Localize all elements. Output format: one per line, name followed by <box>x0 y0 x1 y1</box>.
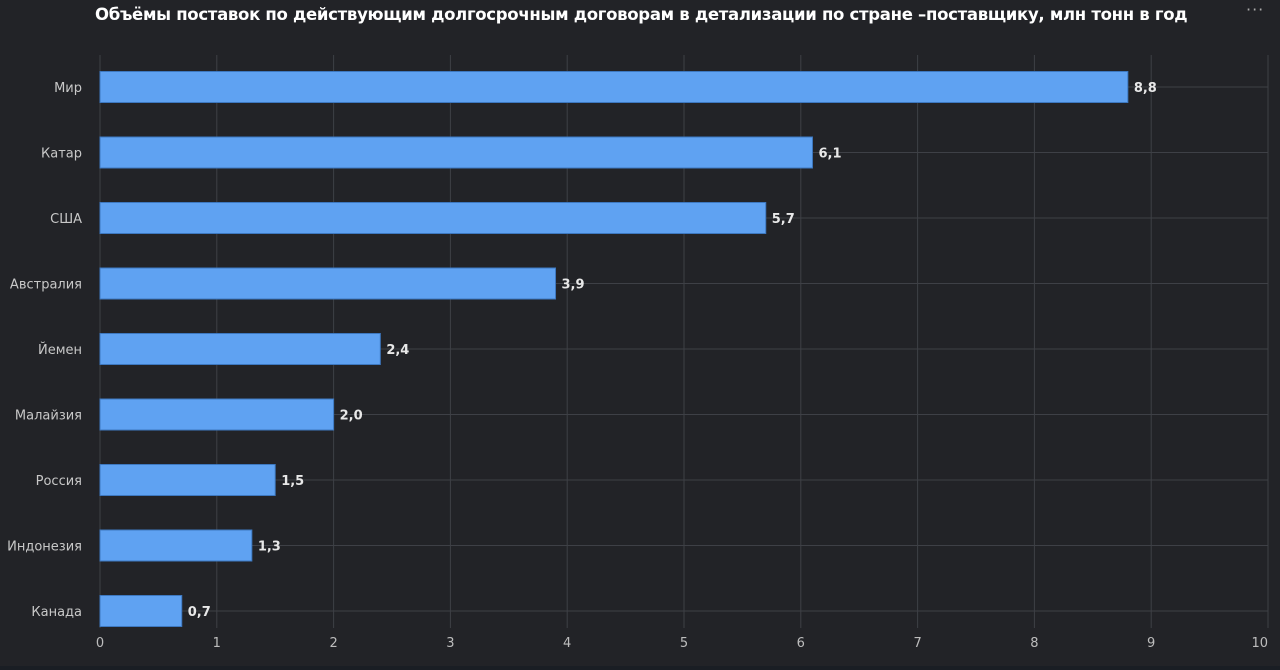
bar <box>99 464 276 496</box>
category-label: Канада <box>31 605 82 620</box>
category-label: Россия <box>36 474 82 489</box>
data-label: 3,9 <box>562 278 585 293</box>
bar <box>99 529 253 562</box>
x-tick-label: 0 <box>96 636 104 651</box>
x-tick-label: 3 <box>446 636 454 651</box>
data-label: 5,7 <box>772 212 795 227</box>
category-label: Катар <box>41 147 82 162</box>
bar <box>99 202 767 234</box>
data-label: 2,0 <box>340 409 363 424</box>
x-tick-label: 6 <box>797 636 805 651</box>
x-tick-label: 7 <box>913 636 921 651</box>
category-label: Мир <box>54 81 82 96</box>
data-label: 2,4 <box>386 343 409 358</box>
category-label: Индонезия <box>7 540 82 555</box>
bar <box>99 136 813 169</box>
data-label: 8,8 <box>1134 81 1157 96</box>
x-tick-label: 8 <box>1030 636 1038 651</box>
scrollbar[interactable] <box>0 666 1280 670</box>
bar <box>99 398 335 431</box>
bar <box>99 333 381 365</box>
category-label: Малайзия <box>15 409 82 424</box>
x-tick-label: 5 <box>680 636 688 651</box>
data-label: 0,7 <box>188 605 211 620</box>
more-dots-icon[interactable]: ··· <box>1246 0 1265 19</box>
bar <box>99 267 557 300</box>
category-label: Австралия <box>10 278 82 293</box>
category-label: Йемен <box>38 342 82 358</box>
x-tick-label: 4 <box>563 636 571 651</box>
x-tick-label: 2 <box>329 636 337 651</box>
data-label: 6,1 <box>818 147 841 162</box>
data-label: 1,3 <box>258 540 281 555</box>
category-label: США <box>50 212 82 227</box>
x-tick-label: 9 <box>1147 636 1155 651</box>
bar <box>99 71 1129 103</box>
data-label: 1,5 <box>281 474 304 489</box>
x-tick-label: 10 <box>1251 636 1268 651</box>
x-tick-label: 1 <box>213 636 221 651</box>
chart-title: Объёмы поставок по действующим долгосроч… <box>95 5 1188 24</box>
bar <box>99 595 183 627</box>
